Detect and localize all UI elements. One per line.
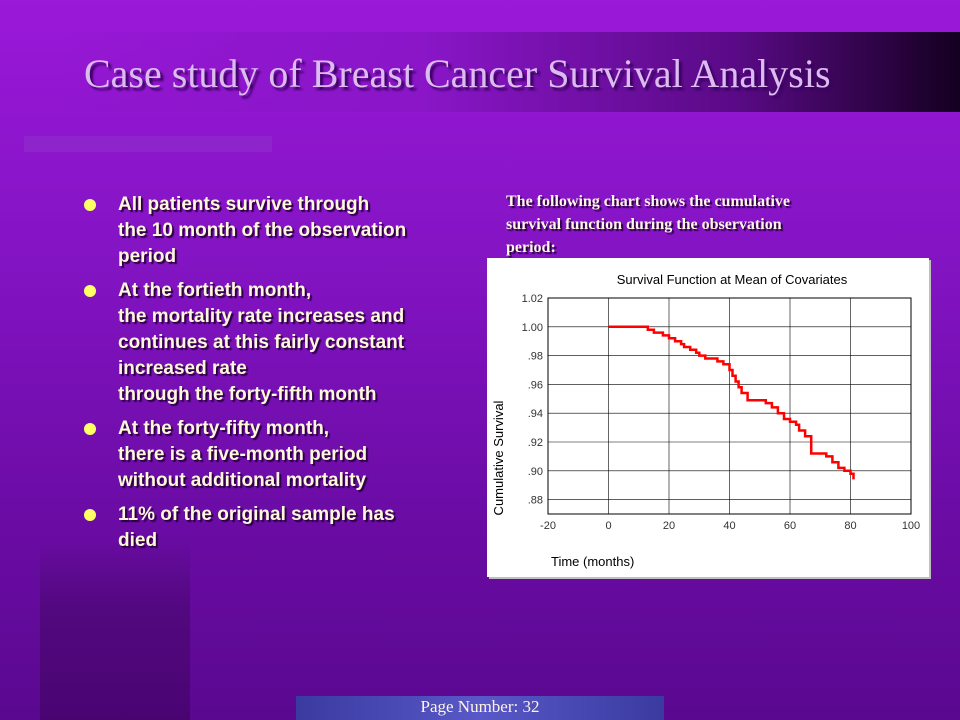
- x-tick-label: 20: [663, 520, 675, 532]
- bullet-item: At the forty-fifty month, there is a fiv…: [82, 416, 462, 494]
- title-accent-bar: [24, 136, 272, 152]
- page-number: Page Number: 32: [420, 697, 540, 716]
- bullet-dot-icon: [84, 199, 96, 211]
- footer-band: [296, 696, 664, 720]
- x-tick-label: 60: [784, 520, 796, 532]
- y-axis-label: Cumulative Survival: [491, 400, 506, 515]
- chart-svg: Survival Function at Mean of Covariates …: [491, 272, 921, 569]
- y-tick-label: .90: [528, 466, 543, 478]
- grid-lines: [547, 297, 912, 514]
- x-tick-label: 80: [844, 520, 856, 532]
- bullet-dot-icon: [84, 509, 96, 521]
- side-decoration-band: [40, 540, 190, 720]
- chart-title: Survival Function at Mean of Covariates: [617, 272, 848, 287]
- bullet-text: At the fortieth month, the mortality rat…: [118, 280, 405, 405]
- series-layer: [608, 325, 855, 480]
- y-tick-label: .88: [528, 495, 543, 507]
- survival-curve: [608, 325, 855, 480]
- x-tick-label: 100: [902, 520, 920, 532]
- bullet-item: All patients survive through the 10 mont…: [82, 192, 462, 270]
- y-tick-label: .92: [528, 437, 543, 449]
- survival-chart: Survival Function at Mean of Covariates …: [487, 258, 929, 577]
- y-tick-label: .96: [528, 379, 543, 391]
- x-tick-label: 0: [605, 520, 611, 532]
- y-tick-label: 1.02: [522, 293, 543, 305]
- y-tick-label: .98: [528, 351, 543, 363]
- bullet-list: All patients survive through the 10 mont…: [82, 192, 462, 562]
- bullet-dot-icon: [84, 285, 96, 297]
- tick-labels: -20 0 20 40 60 80 100 1.02 1.00 .98 .96 .94 .92 .90 .8…: [522, 293, 921, 532]
- y-tick-label: 1.00: [522, 322, 543, 334]
- bullet-item: 11% of the original sample has died: [82, 502, 462, 554]
- bullet-text: All patients survive through the 10 mont…: [118, 194, 407, 267]
- y-tick-label: .94: [528, 408, 543, 420]
- x-tick-label: -20: [540, 520, 556, 532]
- title-band: [62, 32, 960, 112]
- x-axis-label: Time (months): [551, 554, 634, 569]
- slide-title: Case study of Breast Cancer Survival Ana…: [84, 51, 831, 96]
- bullet-item: At the fortieth month, the mortality rat…: [82, 278, 462, 408]
- x-tick-label: 40: [723, 520, 735, 532]
- bullet-text: 11% of the original sample has died: [118, 504, 395, 551]
- bullet-dot-icon: [84, 423, 96, 435]
- chart-caption: The following chart shows the cumulative…: [506, 193, 790, 256]
- bullet-text: At the forty-fifty month, there is a fiv…: [118, 418, 368, 491]
